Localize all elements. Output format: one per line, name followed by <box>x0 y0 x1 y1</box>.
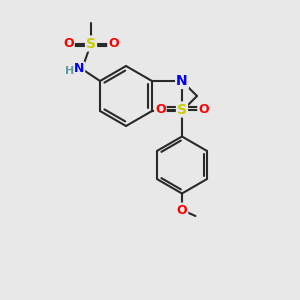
Text: H: H <box>65 65 74 76</box>
Text: N: N <box>176 74 188 88</box>
Text: O: O <box>177 203 187 217</box>
Text: N: N <box>74 62 84 76</box>
Text: O: O <box>108 37 119 50</box>
Text: S: S <box>86 37 96 50</box>
Text: O: O <box>198 103 209 116</box>
Text: O: O <box>155 103 166 116</box>
Text: S: S <box>177 103 187 116</box>
Text: O: O <box>63 37 74 50</box>
